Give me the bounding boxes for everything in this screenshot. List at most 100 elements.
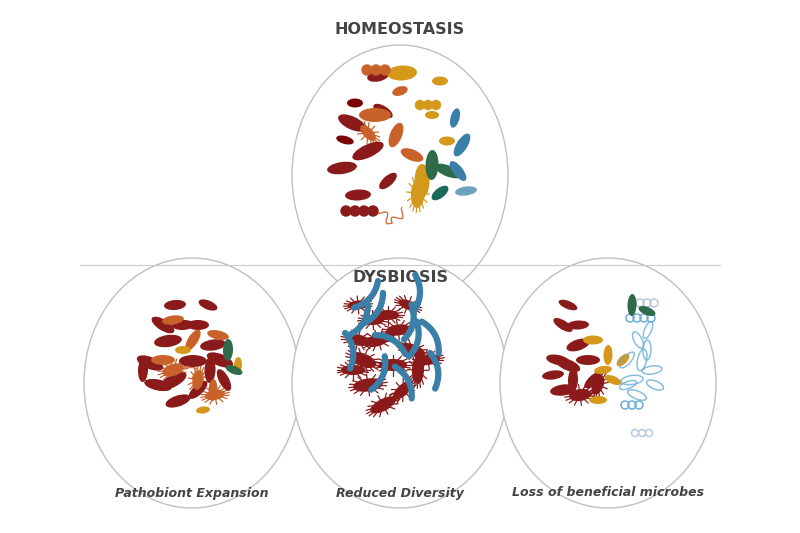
- Text: Loss of beneficial microbes: Loss of beneficial microbes: [512, 487, 704, 499]
- Circle shape: [423, 101, 433, 109]
- Ellipse shape: [192, 370, 204, 390]
- Ellipse shape: [584, 372, 602, 388]
- Ellipse shape: [398, 300, 418, 311]
- Ellipse shape: [347, 99, 363, 108]
- Ellipse shape: [186, 329, 201, 351]
- Ellipse shape: [576, 355, 600, 365]
- Ellipse shape: [198, 300, 218, 311]
- Ellipse shape: [567, 320, 589, 329]
- Ellipse shape: [362, 315, 384, 325]
- Ellipse shape: [412, 356, 424, 384]
- Ellipse shape: [387, 66, 417, 80]
- Ellipse shape: [558, 300, 578, 310]
- Ellipse shape: [450, 161, 466, 181]
- Ellipse shape: [138, 358, 148, 382]
- Ellipse shape: [370, 397, 396, 414]
- Ellipse shape: [196, 406, 210, 414]
- Ellipse shape: [172, 320, 194, 330]
- Ellipse shape: [217, 369, 231, 391]
- Ellipse shape: [360, 125, 376, 141]
- Ellipse shape: [336, 135, 354, 144]
- Ellipse shape: [353, 378, 383, 392]
- Ellipse shape: [164, 300, 186, 310]
- Ellipse shape: [455, 187, 477, 196]
- Text: Pathobiont Expansion: Pathobiont Expansion: [115, 487, 269, 499]
- Ellipse shape: [292, 258, 508, 508]
- Ellipse shape: [166, 394, 190, 408]
- Ellipse shape: [377, 310, 399, 320]
- Circle shape: [415, 101, 425, 109]
- Ellipse shape: [450, 108, 460, 128]
- Text: Reduced Diversity: Reduced Diversity: [336, 487, 464, 499]
- Ellipse shape: [154, 335, 182, 348]
- Ellipse shape: [426, 150, 438, 180]
- Ellipse shape: [226, 365, 242, 375]
- Ellipse shape: [411, 178, 425, 208]
- Ellipse shape: [389, 123, 403, 147]
- Text: HOMEOSTASIS: HOMEOSTASIS: [335, 22, 465, 37]
- Ellipse shape: [386, 324, 410, 336]
- Ellipse shape: [84, 258, 300, 508]
- Ellipse shape: [345, 189, 371, 200]
- Ellipse shape: [159, 372, 186, 390]
- Ellipse shape: [187, 320, 209, 330]
- Ellipse shape: [554, 318, 573, 332]
- Ellipse shape: [583, 335, 603, 344]
- Ellipse shape: [359, 108, 391, 122]
- Ellipse shape: [175, 346, 191, 354]
- Ellipse shape: [592, 376, 604, 394]
- Ellipse shape: [207, 352, 233, 368]
- Ellipse shape: [605, 375, 622, 385]
- Ellipse shape: [366, 333, 390, 347]
- Ellipse shape: [379, 173, 397, 189]
- Ellipse shape: [392, 86, 408, 96]
- Ellipse shape: [617, 354, 630, 366]
- Ellipse shape: [569, 389, 591, 401]
- Ellipse shape: [151, 317, 174, 333]
- Ellipse shape: [205, 357, 215, 383]
- Ellipse shape: [327, 161, 357, 174]
- Ellipse shape: [439, 136, 455, 146]
- Ellipse shape: [151, 355, 175, 365]
- Ellipse shape: [205, 390, 225, 400]
- Circle shape: [359, 206, 369, 216]
- Circle shape: [341, 206, 351, 216]
- Ellipse shape: [162, 316, 184, 325]
- Ellipse shape: [425, 111, 439, 119]
- Circle shape: [350, 206, 360, 216]
- Ellipse shape: [352, 142, 384, 160]
- Ellipse shape: [500, 258, 716, 508]
- Ellipse shape: [594, 366, 612, 374]
- Ellipse shape: [292, 45, 508, 305]
- Ellipse shape: [638, 306, 655, 316]
- Ellipse shape: [568, 368, 578, 392]
- Ellipse shape: [414, 164, 430, 198]
- Ellipse shape: [137, 356, 163, 370]
- Ellipse shape: [338, 115, 366, 132]
- Ellipse shape: [223, 339, 233, 361]
- Ellipse shape: [348, 301, 368, 310]
- Ellipse shape: [346, 334, 370, 346]
- Ellipse shape: [627, 294, 637, 316]
- Ellipse shape: [341, 365, 365, 375]
- Ellipse shape: [431, 185, 449, 200]
- Ellipse shape: [589, 396, 607, 404]
- Ellipse shape: [542, 370, 564, 379]
- Ellipse shape: [379, 359, 407, 371]
- Ellipse shape: [374, 104, 393, 118]
- Circle shape: [431, 101, 441, 109]
- Ellipse shape: [435, 164, 461, 179]
- Text: DYSBIOSIS: DYSBIOSIS: [352, 270, 448, 285]
- Ellipse shape: [546, 354, 570, 366]
- Circle shape: [368, 206, 378, 216]
- Ellipse shape: [207, 330, 229, 340]
- Ellipse shape: [550, 384, 576, 395]
- Ellipse shape: [209, 379, 218, 401]
- Ellipse shape: [416, 355, 440, 365]
- Circle shape: [380, 65, 390, 75]
- Ellipse shape: [179, 355, 207, 367]
- Ellipse shape: [189, 381, 207, 399]
- Ellipse shape: [454, 134, 470, 156]
- Ellipse shape: [144, 379, 172, 391]
- Ellipse shape: [350, 352, 376, 368]
